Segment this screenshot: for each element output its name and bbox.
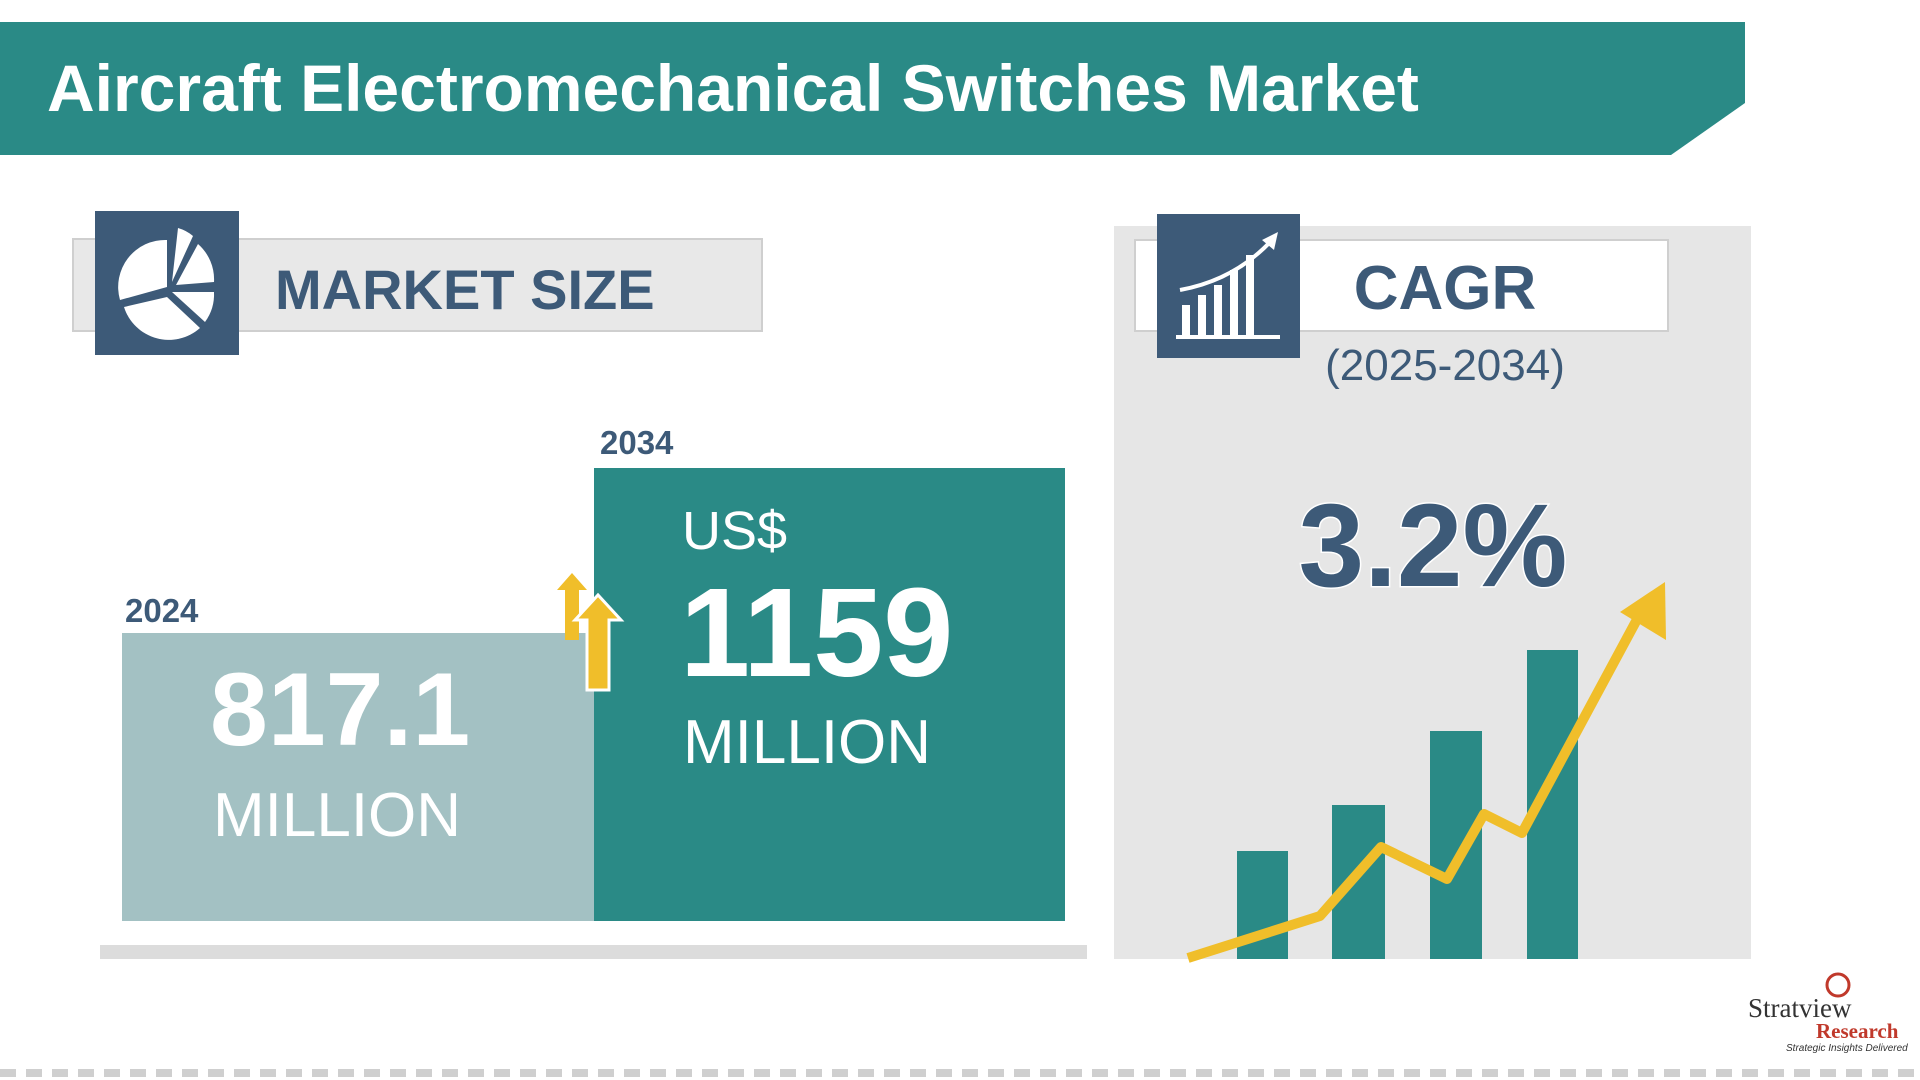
- unit-2034: MILLION: [683, 708, 932, 777]
- logo-sub: Research: [1816, 1019, 1899, 1043]
- pie-icon: [118, 228, 215, 340]
- value-2024: 817.1: [210, 652, 471, 768]
- cagr-bars: [1237, 650, 1578, 959]
- logo-name: Stratview: [1748, 993, 1852, 1023]
- base-shadow: [100, 945, 1087, 959]
- market-size-label: MARKET SIZE: [275, 258, 655, 321]
- logo-tagline: Strategic Insights Delivered: [1786, 1043, 1908, 1054]
- box-2024: [122, 633, 594, 921]
- cagr-value: 3.2%: [1297, 480, 1569, 612]
- title-banner: [0, 22, 1745, 155]
- year-2034: 2034: [600, 424, 674, 461]
- trend-arrow-head: [1620, 582, 1666, 640]
- cagr-label: CAGR: [1353, 254, 1537, 323]
- value-2034: 1159: [680, 562, 954, 703]
- cagr-period: (2025-2034): [1325, 341, 1565, 390]
- title: Aircraft Electromechanical Switches Mark…: [47, 51, 1419, 125]
- trend-arrow: [1186, 609, 1646, 963]
- unit-2024: MILLION: [213, 781, 462, 850]
- box-2034: [594, 468, 1065, 921]
- year-2024: 2024: [125, 592, 199, 629]
- growth-arrows: [557, 573, 625, 692]
- logo-icon: [1825, 972, 1851, 998]
- chart-icon: [1176, 232, 1280, 339]
- currency-2034: US$: [682, 501, 788, 561]
